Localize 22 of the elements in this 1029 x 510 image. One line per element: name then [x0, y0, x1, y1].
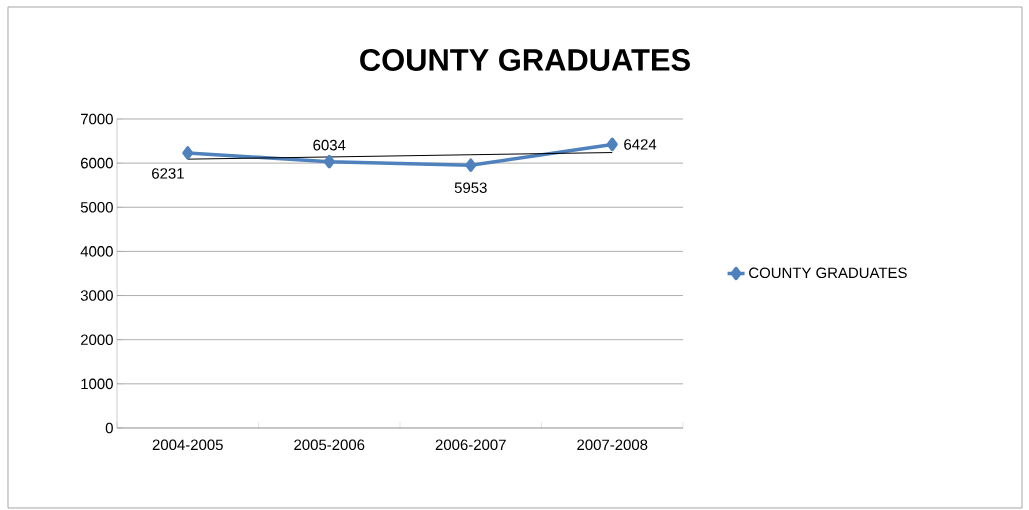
- data-label: 5953: [454, 182, 487, 193]
- y-tick-label: 2000: [81, 334, 113, 345]
- data-label: 6424: [624, 139, 657, 150]
- point: [465, 158, 477, 172]
- data-label: 6231: [152, 168, 184, 179]
- legend-label: COUNTY GRADUATES: [749, 267, 907, 279]
- point: [323, 154, 335, 169]
- chart-title: COUNTY GRADUATES: [360, 49, 690, 71]
- x-tick-label: 2005-2006: [294, 439, 365, 451]
- point: [182, 146, 194, 160]
- y-tick-label: 4000: [80, 246, 113, 257]
- y-tick-label: 0: [105, 422, 113, 434]
- data-label: 6034: [313, 139, 346, 151]
- x-tick-label: 2006-2007: [435, 439, 506, 451]
- y-tick-label: 5000: [80, 201, 113, 213]
- point: [606, 137, 618, 152]
- y-tick-label: 3000: [80, 290, 113, 301]
- y-tick-label: 6000: [81, 157, 113, 169]
- x-tick-label: 2004-2005: [152, 439, 223, 451]
- x-tick-label: 2007-2008: [577, 439, 648, 451]
- y-tick-label: 1000: [81, 378, 113, 390]
- y-tick-label: 7000: [81, 113, 113, 125]
